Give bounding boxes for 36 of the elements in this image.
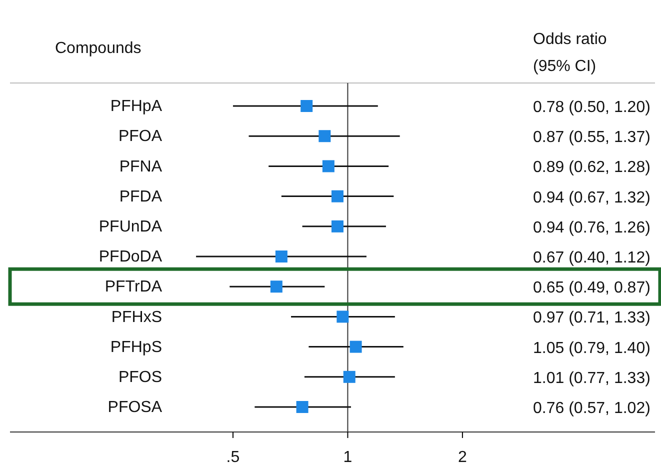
annotation: 0.89 (0.62, 1.28): [533, 159, 650, 176]
annotation: 0.78 (0.50, 1.20): [533, 99, 650, 116]
y-tick-label: PFOSA: [108, 399, 162, 416]
y-tick-label: PFUnDA: [98, 218, 162, 236]
text: (95% CI): [533, 58, 596, 75]
y-tick-label: PFNA: [119, 158, 162, 176]
y-tick-label: PFHpS: [110, 338, 162, 356]
y-tick-label: PFHpA: [110, 98, 162, 116]
annotation: 0.76 (0.57, 1.02): [533, 400, 650, 417]
y-tick-label: PFDoDA: [98, 248, 162, 266]
point: [322, 160, 334, 172]
text: Odds ratio: [533, 31, 607, 48]
annotation: 0.97 (0.71, 1.33): [533, 310, 650, 327]
point: [343, 370, 356, 383]
x-tick-label: 2: [458, 448, 468, 466]
y-tick-label: PFTrDA: [104, 278, 162, 296]
annotation: 1.01 (0.77, 1.33): [533, 370, 650, 387]
annotation: 0.67 (0.40, 1.12): [533, 250, 650, 266]
point: [296, 401, 308, 413]
text: Compounds: [55, 40, 142, 57]
point: [331, 220, 344, 232]
point: [300, 100, 313, 112]
point: [331, 190, 344, 202]
point: [336, 310, 349, 323]
y-tick-label: PFDA: [119, 188, 162, 206]
point: [318, 130, 331, 142]
y-tick-label: PFOS: [118, 369, 162, 386]
annotation: 0.87 (0.55, 1.37): [533, 129, 650, 146]
y-tick-label: PFOA: [118, 128, 162, 146]
annotation: 0.94 (0.76, 1.26): [533, 219, 650, 236]
y-tick-label: PFHxS: [111, 308, 162, 326]
annotation: 0.94 (0.67, 1.32): [533, 189, 650, 206]
x-tick-label: 1: [343, 448, 352, 466]
annotation: 1.05 (0.79, 1.40): [533, 340, 650, 357]
annotation: 0.65 (0.49, 0.87): [533, 280, 650, 297]
x-tick-label: .5: [226, 448, 240, 466]
